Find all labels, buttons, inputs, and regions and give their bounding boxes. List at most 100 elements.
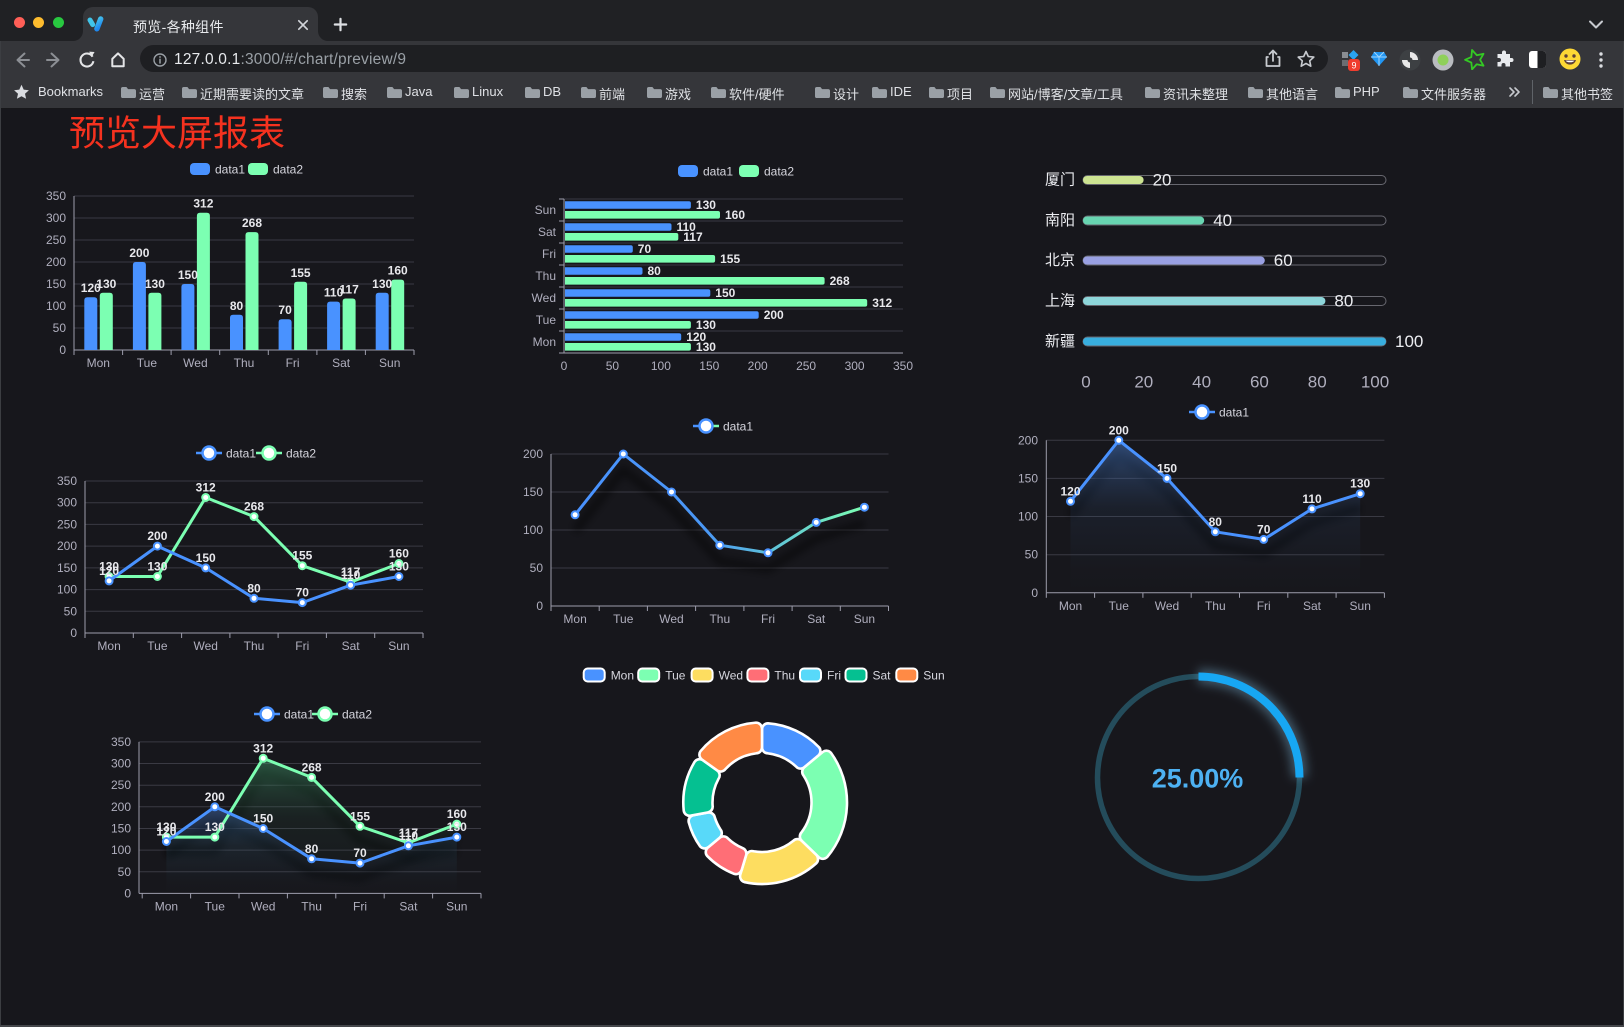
svg-text:Thu: Thu <box>1205 599 1226 613</box>
svg-text:80: 80 <box>648 264 662 278</box>
svg-text:Sun: Sun <box>535 203 556 217</box>
svg-text:Sun: Sun <box>379 356 400 370</box>
svg-text:150: 150 <box>523 485 543 499</box>
svg-text:200: 200 <box>205 790 225 804</box>
svg-text:Tue: Tue <box>536 313 557 327</box>
svg-text:北京: 北京 <box>1045 252 1075 269</box>
svg-text:268: 268 <box>242 216 262 230</box>
svg-text:117: 117 <box>399 826 419 840</box>
svg-text:data1: data1 <box>723 420 753 434</box>
svg-text:160: 160 <box>388 264 408 278</box>
svg-text:120: 120 <box>686 330 706 344</box>
svg-text:130: 130 <box>447 820 467 834</box>
svg-text:268: 268 <box>302 760 322 774</box>
svg-text:150: 150 <box>196 551 216 565</box>
svg-text:Sun: Sun <box>446 899 467 913</box>
svg-text:Mon: Mon <box>97 639 120 653</box>
svg-text:150: 150 <box>1018 471 1038 485</box>
svg-text:150: 150 <box>111 822 131 836</box>
svg-text:Fri: Fri <box>542 247 556 261</box>
svg-text:50: 50 <box>53 321 67 335</box>
svg-text:110: 110 <box>1302 492 1322 506</box>
svg-text:Mon: Mon <box>87 356 110 370</box>
svg-text:20: 20 <box>1134 373 1153 392</box>
svg-text:Sat: Sat <box>1303 599 1322 613</box>
svg-text:Mon: Mon <box>563 612 586 626</box>
svg-text:25.00%: 25.00% <box>1152 764 1244 794</box>
svg-text:100: 100 <box>46 299 66 313</box>
svg-text:150: 150 <box>715 286 735 300</box>
svg-text:Sat: Sat <box>538 225 557 239</box>
svg-text:350: 350 <box>46 189 66 203</box>
svg-text:130: 130 <box>205 820 225 834</box>
svg-text:200: 200 <box>46 255 66 269</box>
svg-text:Fri: Fri <box>353 899 367 913</box>
svg-text:Tue: Tue <box>147 639 168 653</box>
svg-text:Tue: Tue <box>137 356 158 370</box>
svg-text:268: 268 <box>830 274 850 288</box>
svg-text:Fri: Fri <box>1257 599 1271 613</box>
svg-text:70: 70 <box>638 242 652 256</box>
svg-text:Mon: Mon <box>155 899 178 913</box>
svg-text:0: 0 <box>561 359 568 373</box>
svg-text:120: 120 <box>156 825 176 839</box>
svg-text:200: 200 <box>523 447 543 461</box>
svg-text:新疆: 新疆 <box>1045 333 1075 350</box>
svg-text:Wed: Wed <box>719 669 743 683</box>
svg-text:100: 100 <box>651 359 671 373</box>
svg-text:Tue: Tue <box>613 612 634 626</box>
svg-text:300: 300 <box>845 359 865 373</box>
svg-text:Wed: Wed <box>193 639 217 653</box>
svg-text:200: 200 <box>57 539 77 553</box>
svg-text:155: 155 <box>291 266 311 280</box>
svg-text:350: 350 <box>57 474 77 488</box>
svg-text:data2: data2 <box>342 708 372 722</box>
svg-text:100: 100 <box>1395 332 1423 351</box>
svg-text:100: 100 <box>57 583 77 597</box>
svg-text:200: 200 <box>147 529 167 543</box>
svg-text:200: 200 <box>1018 433 1038 447</box>
svg-text:200: 200 <box>111 800 131 814</box>
svg-text:200: 200 <box>1109 423 1129 437</box>
svg-text:上海: 上海 <box>1045 293 1075 310</box>
svg-text:Fri: Fri <box>827 669 841 683</box>
svg-text:Wed: Wed <box>183 356 207 370</box>
svg-text:130: 130 <box>96 277 116 291</box>
svg-text:155: 155 <box>350 809 370 823</box>
svg-text:120: 120 <box>81 281 101 295</box>
svg-text:160: 160 <box>389 547 409 561</box>
svg-text:60: 60 <box>1250 373 1269 392</box>
svg-text:Sun: Sun <box>923 669 944 683</box>
svg-text:Sat: Sat <box>332 356 351 370</box>
svg-text:150: 150 <box>46 277 66 291</box>
svg-text:data2: data2 <box>764 165 794 179</box>
svg-text:Fri: Fri <box>295 639 309 653</box>
svg-text:Mon: Mon <box>611 669 634 683</box>
svg-text:130: 130 <box>372 277 392 291</box>
svg-text:50: 50 <box>64 604 78 618</box>
svg-text:Sat: Sat <box>807 612 826 626</box>
svg-text:300: 300 <box>57 496 77 510</box>
svg-text:Tue: Tue <box>1109 599 1130 613</box>
svg-text:预览大屏报表: 预览大屏报表 <box>69 113 285 154</box>
svg-text:200: 200 <box>764 308 784 322</box>
svg-text:70: 70 <box>296 586 310 600</box>
svg-text:50: 50 <box>1025 548 1039 562</box>
svg-text:80: 80 <box>247 581 261 595</box>
svg-text:厦门: 厦门 <box>1045 172 1075 189</box>
svg-text:312: 312 <box>196 481 216 495</box>
svg-text:data2: data2 <box>273 163 303 177</box>
svg-text:130: 130 <box>145 277 165 291</box>
svg-text:155: 155 <box>292 549 312 563</box>
svg-text:40: 40 <box>1213 211 1232 230</box>
svg-text:300: 300 <box>46 211 66 225</box>
svg-text:Thu: Thu <box>244 639 265 653</box>
svg-text:150: 150 <box>178 268 198 282</box>
svg-text:0: 0 <box>536 599 543 613</box>
svg-text:130: 130 <box>147 560 167 574</box>
svg-text:130: 130 <box>696 340 716 354</box>
svg-text:117: 117 <box>683 230 703 244</box>
svg-text:100: 100 <box>523 523 543 537</box>
svg-text:0: 0 <box>1031 586 1038 600</box>
svg-text:70: 70 <box>353 846 367 860</box>
